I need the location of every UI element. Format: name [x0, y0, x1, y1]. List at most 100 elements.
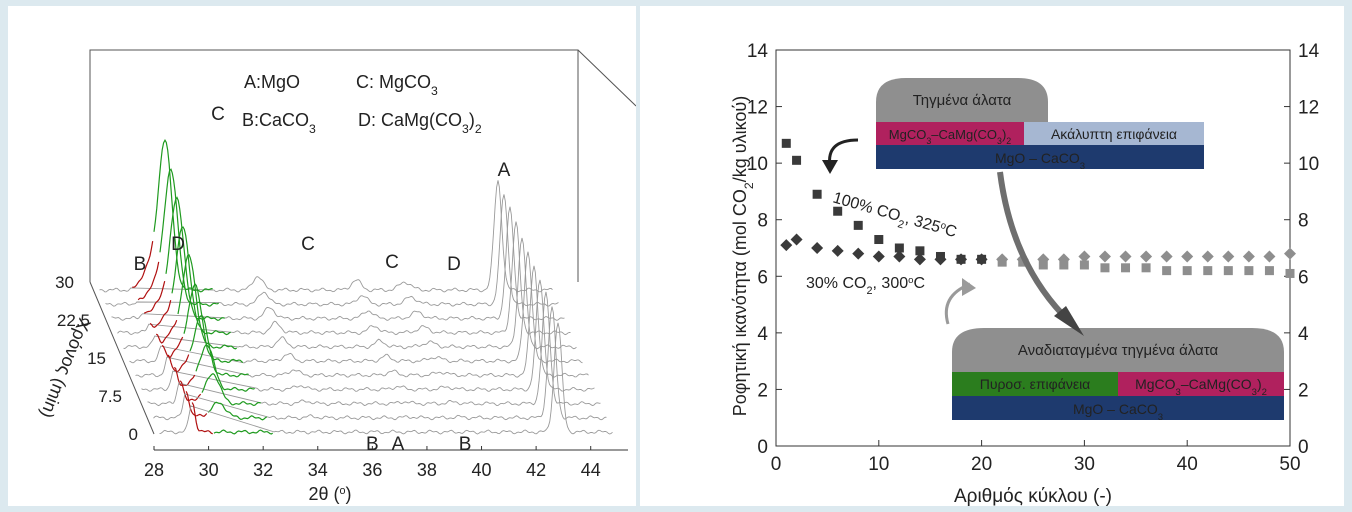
sorption-capacity-panel: 0 0 2 2 4 4 6 6 8 8 10 10 12 12 14 14 0 10 20 30 40 50 Αριθμός… [640, 6, 1344, 506]
y-tick-label-left: 2 [757, 380, 768, 401]
xrd-x-tick-label: 36 [362, 460, 382, 480]
marker-30pct [1037, 253, 1050, 266]
x-tick-label: 50 [1279, 454, 1300, 475]
transition-arrow-head [1054, 306, 1084, 336]
xrd-depth-axis [89, 281, 155, 435]
legend-b: B:CaCO3 [242, 110, 316, 136]
xrd-trace-1 [153, 306, 607, 421]
marker-100pct [915, 246, 925, 256]
top-row2-label: MgO – CaCO3 [995, 150, 1085, 172]
x-tick-label: 20 [971, 454, 992, 475]
marker-30pct [1284, 247, 1296, 260]
series-label-100pct: 100% CO2, 325oC [830, 189, 959, 246]
marker-100pct [1203, 266, 1213, 276]
xrd-trace-magnesite-10 [153, 138, 213, 293]
marker-30pct [934, 253, 947, 266]
xrd-trace-magnesite-8 [165, 196, 225, 322]
top-row1-right-label: Ακάλυπτη επιφάνεια [1051, 126, 1177, 142]
curved-arrow-bottom-head [962, 278, 976, 296]
marker-100pct [1162, 266, 1172, 276]
xrd-trace-dolomite-3 [173, 366, 196, 387]
marker-100pct [1100, 263, 1110, 273]
y-tick-label-left: 14 [747, 41, 769, 62]
marker-100pct [874, 235, 884, 245]
y-tick-label-left: 12 [747, 98, 768, 119]
xrd-trace-0 [159, 322, 613, 435]
xrd-trace-9 [105, 194, 559, 307]
top-row1-right [1024, 122, 1204, 145]
x-tick-label: 40 [1177, 454, 1198, 475]
xrd-trace-dolomite-1 [185, 391, 208, 417]
marker-100pct [1264, 266, 1274, 276]
legend-a: A:MgO [244, 72, 300, 92]
xrd-x-tick-label: 34 [308, 460, 328, 480]
y-tick-label-right: 14 [1298, 41, 1320, 62]
x-tick-label: 30 [1074, 454, 1095, 475]
marker-100pct [1141, 263, 1151, 273]
xrd-depth-tick-label: 30 [55, 273, 74, 292]
marker-30pct [955, 253, 968, 266]
marker-30pct [1119, 250, 1132, 263]
bottom-row1-left-label: Πυροσ. επιφάνεια [980, 376, 1091, 392]
marker-100pct [833, 206, 843, 216]
marker-30pct [1242, 250, 1255, 263]
marker-30pct [1160, 250, 1173, 263]
marker-30pct [1201, 250, 1214, 263]
x-axis-label: Αριθμός κύκλου (-) [954, 486, 1112, 506]
bottom-row2 [952, 396, 1284, 420]
marker-30pct [872, 250, 885, 263]
bottom-salt-cap [952, 328, 1284, 372]
xrd-trace-magnesite-1 [207, 401, 268, 421]
xrd-trace-dolomite-4 [167, 354, 190, 373]
transition-arrow [997, 171, 1073, 325]
curved-arrow-top-head [822, 160, 838, 174]
xrd-trace-7 [117, 221, 571, 336]
xrd-trace-8 [111, 206, 565, 321]
marker-100pct [1223, 266, 1233, 276]
peak-label-B: B [134, 254, 147, 275]
marker-100pct [853, 220, 863, 230]
xrd-x-tick-label: 38 [417, 460, 437, 480]
series-label-30pct: 30% CO2, 300oC [806, 275, 925, 298]
xrd-trace-dolomite-9 [137, 261, 160, 301]
top-cap-label: Τηγμένα άλατα [913, 92, 1012, 109]
xrd-top-edge [577, 49, 636, 107]
xrd-trace-10 [99, 180, 553, 293]
y-tick-label-right: 12 [1298, 98, 1319, 119]
legend-d: D: CaMg(CO3)2 [358, 110, 482, 136]
bottom-row2-label: MgO – CaCO3 [1073, 401, 1163, 423]
marker-100pct [781, 138, 791, 148]
marker-30pct [913, 253, 926, 266]
xrd-trace-dolomite-10 [132, 240, 154, 288]
xrd-waterfall-panel: 28 30 32 34 36 38 40 42 44 2θ (o) 0 7.5 15 22.5 30 Χρόν… [8, 6, 636, 506]
y-tick-label-left: 4 [757, 324, 768, 345]
xrd-back-wall [89, 49, 579, 282]
y-tick-label-right: 6 [1298, 267, 1309, 288]
peak-label-C: C [211, 104, 225, 125]
x-tick-label: 0 [771, 454, 782, 475]
peak-label-C: C [301, 234, 315, 255]
peak-label-B: B [366, 434, 379, 455]
marker-100pct [792, 155, 802, 165]
xrd-trace-3 [141, 279, 595, 392]
marker-30pct [1181, 250, 1194, 263]
xrd-trace-dolomite-2 [179, 380, 202, 402]
xrd-trace-4 [135, 265, 589, 378]
top-salt-cap [876, 78, 1048, 122]
xrd-trace-5 [129, 251, 583, 364]
xrd-trace-magnesite-9 [159, 168, 219, 307]
marker-30pct [1098, 250, 1111, 263]
peak-label-D: D [447, 254, 461, 275]
y-tick-label-left: 8 [757, 211, 768, 232]
bottom-row1-right [1118, 372, 1284, 396]
xrd-depth-tick-label: 7.5 [98, 387, 122, 406]
marker-30pct [996, 253, 1009, 266]
xrd-trace-dolomite-8 [143, 280, 166, 314]
peak-label-A: A [498, 160, 511, 181]
marker-100pct [1079, 260, 1089, 270]
xrd-x-tick-label: 42 [526, 460, 546, 480]
marker-100pct [1244, 266, 1254, 276]
xrd-depth-tick-label: 22.5 [57, 311, 90, 330]
marker-100pct [1182, 266, 1192, 276]
y-tick-label-right: 2 [1298, 380, 1309, 401]
